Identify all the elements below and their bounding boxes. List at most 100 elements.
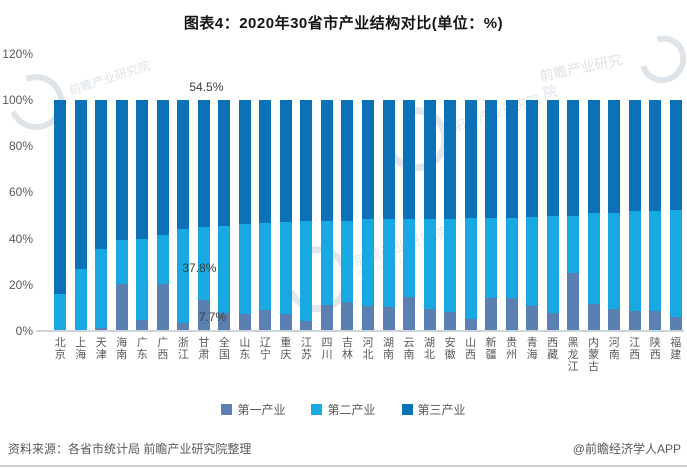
x-axis-label: 湖北 bbox=[424, 337, 436, 361]
y-axis-tick: 120% bbox=[2, 46, 33, 61]
watermark: 前瞻产业研究院 bbox=[537, 27, 687, 109]
bar-吉林 bbox=[341, 100, 354, 331]
bar-segment-第二产业 bbox=[115, 239, 128, 284]
footer: 资料来源：各省市统计局 前瞻产业研究院整理 @前瞻经济学人APP bbox=[8, 440, 681, 457]
data-label: 37.8% bbox=[182, 261, 217, 275]
bar-segment-第一产业 bbox=[546, 312, 559, 331]
bar-segment-第三产业 bbox=[403, 100, 416, 219]
bar-segment-第一产业 bbox=[95, 327, 108, 331]
bar-江苏 bbox=[300, 100, 313, 331]
bar-河南 bbox=[608, 100, 621, 331]
bar-segment-第三产业 bbox=[177, 100, 190, 229]
bar-湖北 bbox=[423, 100, 436, 331]
bar-segment-第三产业 bbox=[628, 100, 641, 212]
data-label: 54.5% bbox=[189, 80, 224, 94]
bar-segment-第三产业 bbox=[505, 100, 518, 218]
bar-贵州 bbox=[505, 100, 518, 331]
bar-segment-第三产业 bbox=[526, 100, 539, 218]
bar-segment-第三产业 bbox=[485, 100, 498, 219]
bar-segment-第一产业 bbox=[320, 304, 333, 331]
bar-segment-第一产业 bbox=[403, 297, 416, 331]
x-axis-label: 广东 bbox=[136, 337, 148, 361]
x-axis-label: 湖南 bbox=[383, 337, 395, 361]
bar-segment-第二产业 bbox=[567, 215, 580, 274]
watermark-text: 前瞻产业研究院 bbox=[67, 58, 152, 98]
bar-segment-第二产业 bbox=[95, 248, 108, 328]
x-axis-label: 青海 bbox=[526, 337, 538, 361]
bar-segment-第一产业 bbox=[341, 301, 354, 331]
x-axis-label: 全国 bbox=[218, 337, 230, 361]
bar-安徽 bbox=[444, 100, 457, 331]
y-axis-tick: 0% bbox=[15, 324, 33, 338]
x-axis-label: 内蒙古 bbox=[588, 337, 600, 373]
bar-甘肃 bbox=[197, 100, 210, 331]
bar-segment-第三产业 bbox=[218, 100, 231, 226]
bar-江西 bbox=[628, 100, 641, 331]
bar-segment-第三产业 bbox=[649, 100, 662, 211]
bar-四川 bbox=[320, 100, 333, 331]
x-axis-label: 陕西 bbox=[649, 337, 661, 361]
x-axis-label: 河南 bbox=[608, 337, 620, 361]
bar-segment-第二产业 bbox=[279, 221, 292, 315]
bar-辽宁 bbox=[259, 100, 272, 331]
bar-内蒙古 bbox=[587, 100, 600, 331]
bar-segment-第三产业 bbox=[444, 100, 457, 219]
x-axis-label: 福建 bbox=[670, 337, 682, 361]
x-axis-label: 重庆 bbox=[280, 337, 292, 361]
bar-segment-第二产业 bbox=[320, 221, 333, 305]
bar-segment-第二产业 bbox=[485, 218, 498, 298]
x-axis-label: 吉林 bbox=[341, 337, 353, 361]
x-axis-label: 辽宁 bbox=[259, 337, 271, 361]
bar-上海 bbox=[74, 100, 87, 331]
bar-segment-第一产业 bbox=[608, 308, 621, 331]
legend-swatch-icon bbox=[401, 404, 413, 415]
bar-segment-第三产业 bbox=[546, 100, 559, 216]
bar-segment-第三产业 bbox=[341, 100, 354, 221]
source-note: 资料来源：各省市统计局 前瞻产业研究院整理 bbox=[8, 442, 252, 456]
x-axis-label: 广西 bbox=[157, 337, 169, 361]
bar-广东 bbox=[136, 100, 149, 331]
bar-segment-第三产业 bbox=[259, 100, 272, 224]
x-axis-label: 天津 bbox=[95, 337, 107, 361]
bar-segment-第二产业 bbox=[382, 219, 395, 308]
legend: 第一产业 第二产业 第三产业 bbox=[0, 401, 687, 418]
bar-segment-第二产业 bbox=[156, 235, 169, 284]
x-axis-label: 新疆 bbox=[485, 337, 497, 361]
bar-segment-第二产业 bbox=[259, 223, 272, 311]
y-axis-tick: 100% bbox=[2, 93, 33, 107]
bar-segment-第三产业 bbox=[54, 100, 67, 294]
bar-segment-第二产业 bbox=[423, 218, 436, 310]
bar-segment-第三产业 bbox=[95, 100, 108, 249]
bar-segment-第二产业 bbox=[669, 209, 682, 317]
bar-segment-第一产业 bbox=[587, 303, 600, 331]
bar-segment-第一产业 bbox=[197, 300, 210, 331]
bar-segment-第三产业 bbox=[362, 100, 374, 220]
bar-segment-第一产业 bbox=[423, 309, 436, 331]
legend-label: 第二产业 bbox=[327, 403, 376, 417]
bar-segment-第二产业 bbox=[54, 293, 67, 331]
bar-segment-第二产业 bbox=[341, 220, 354, 302]
bar-segment-第三产业 bbox=[238, 100, 251, 224]
bar-segment-第一产业 bbox=[362, 306, 374, 331]
bar-segment-第二产业 bbox=[608, 212, 621, 309]
bar-segment-第一产业 bbox=[136, 319, 149, 331]
bar-segment-第三产业 bbox=[464, 100, 477, 219]
bar-segment-第一产业 bbox=[505, 298, 518, 331]
credit-note: @前瞻经济学人APP bbox=[572, 442, 681, 456]
bar-segment-第二产业 bbox=[546, 215, 559, 313]
bar-segment-第二产业 bbox=[464, 218, 477, 319]
bar-segment-第三产业 bbox=[608, 100, 621, 213]
bar-山东 bbox=[238, 100, 251, 331]
x-axis-label: 上海 bbox=[75, 337, 87, 361]
bar-天津 bbox=[95, 100, 108, 331]
x-axis-label: 浙江 bbox=[177, 337, 189, 361]
bar-segment-第一产业 bbox=[485, 297, 498, 331]
bar-segment-第三产业 bbox=[669, 100, 682, 210]
bar-山西 bbox=[464, 100, 477, 331]
legend-item-第一产业: 第一产业 bbox=[221, 401, 285, 418]
bar-segment-第一产业 bbox=[526, 305, 539, 331]
bar-segment-第三产业 bbox=[156, 100, 169, 236]
bar-segment-第三产业 bbox=[115, 100, 128, 240]
x-axis-line bbox=[36, 330, 684, 332]
x-axis-label: 四川 bbox=[321, 337, 333, 361]
